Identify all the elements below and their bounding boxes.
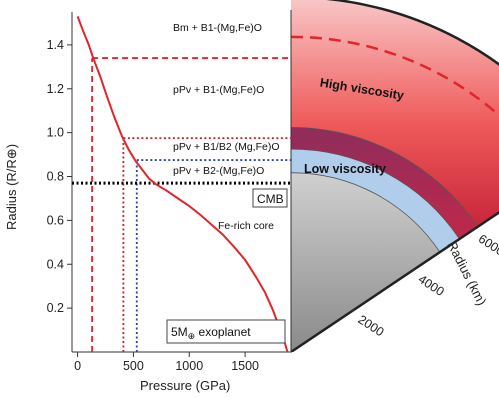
- radius-km-tick: [350, 308, 356, 313]
- x-tick-label: 1000: [175, 359, 203, 373]
- fan-outline: [291, 0, 499, 352]
- region-label-ppv-b1b2: pPv + B1/B2 (Mg,Fe)O: [173, 141, 280, 153]
- zone-borders: [291, 0, 499, 352]
- region-label-ppv-b2: pPv + B2-(Mg,Fe)O: [173, 165, 264, 177]
- radius-km-title: Radius (km): [444, 239, 489, 308]
- x-axis-ticks: 0 500 1000 1500: [74, 352, 259, 373]
- zone-border-arc: [291, 172, 441, 253]
- low-viscosity-zone: [291, 149, 460, 253]
- y-axis-title: Radius (R/R⊕): [4, 144, 19, 230]
- x-tick-label: 1500: [231, 359, 259, 373]
- transition-zone: [291, 127, 478, 240]
- region-label-ppv-b1: pPv + B1-(Mg,Fe)O: [173, 84, 264, 96]
- viscosity-dashed-arc: [291, 35, 499, 118]
- cmb-box: CMB: [252, 188, 288, 208]
- radius-pressure-curve: [76, 16, 289, 353]
- core-zone: [291, 172, 440, 352]
- planet-label: 5M⊕ exoplanet: [171, 325, 251, 341]
- cmb-label: CMB: [257, 192, 284, 206]
- radius-km-tick: [471, 227, 476, 232]
- radius-km-tick: [411, 268, 416, 272]
- low-viscosity-label: Low viscosity: [304, 162, 386, 176]
- radius-km-tick-label: 2000: [356, 312, 387, 339]
- region-label-core: Fe-rich core: [218, 220, 274, 232]
- y-tick-label: 1.4: [47, 38, 64, 52]
- planet-box: 5M⊕ exoplanet: [166, 319, 286, 344]
- x-axis-title: Pressure (GPa): [140, 378, 230, 393]
- planet-cross-section: [291, 0, 499, 352]
- region-label-bm-b1: Bm + B1-(Mg,Fe)O: [173, 22, 262, 34]
- zone-border-arc: [291, 127, 478, 228]
- y-tick-label: 1.0: [47, 126, 64, 140]
- y-tick-label: 0.2: [47, 301, 64, 315]
- y-axis-ticks: 0.2 0.4 0.6 0.8 1.0 1.2 1.4: [47, 38, 72, 315]
- y-tick-label: 0.4: [47, 257, 64, 271]
- x-tick-label: 0: [74, 359, 81, 373]
- x-tick-label: 500: [123, 359, 144, 373]
- reference-lines: [72, 57, 292, 352]
- y-tick-label: 0.8: [47, 170, 64, 184]
- radius-km-tick-label: 4000: [416, 272, 447, 299]
- y-tick-label: 0.6: [47, 213, 64, 227]
- zone-border-arc: [291, 148, 460, 240]
- high-viscosity-zone: [291, 0, 499, 227]
- radius-km-tick-label: 6000: [476, 232, 499, 259]
- y-tick-label: 1.2: [47, 82, 64, 96]
